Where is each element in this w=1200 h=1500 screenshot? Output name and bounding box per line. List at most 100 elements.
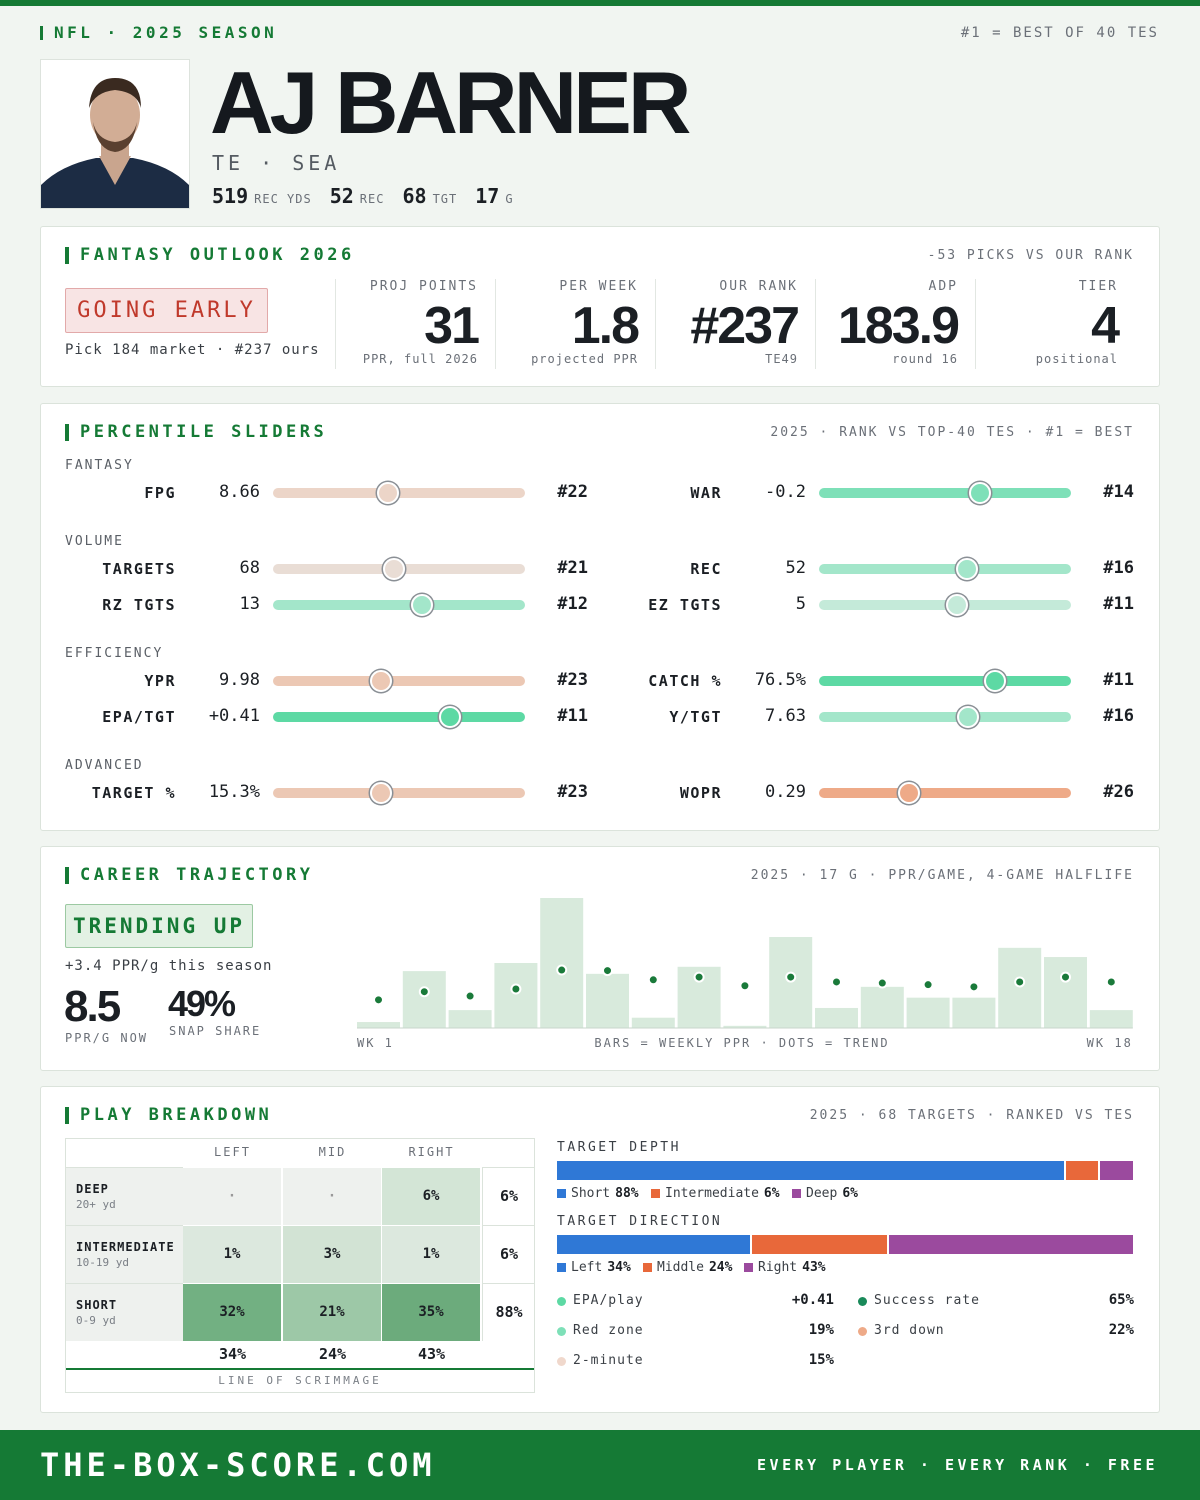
col-total: 43% [417,1345,446,1363]
legend-swatch [643,1263,652,1272]
stat-label: REC YDS [254,192,312,206]
legend-swatch [792,1189,801,1198]
legend-swatch [744,1263,753,1272]
section-note: 2025 · 17 G · PPR/GAME, 4-GAME HALFLIFE [750,868,1134,883]
slider-label: REC [690,560,722,578]
legend-name: Middle [657,1260,704,1275]
snap-share: 49% [168,983,236,1024]
row-sub: 0-9 yd [76,1314,116,1327]
trend-dot [1060,971,1071,983]
accent [65,424,69,441]
stat-value: +0.41 [791,1292,834,1308]
slider-label: YPR [144,672,176,690]
bar-segment [751,1235,887,1254]
slider-thumb [438,706,461,728]
slider-rank: #12 [557,594,588,614]
stat-label: EPA/play [573,1293,644,1308]
slider-label: WOPR [679,784,722,802]
row-total: 6% [482,1225,535,1283]
legend-item: Middle 24% [643,1260,732,1275]
bar [952,997,996,1028]
slider-value: -0.2 [765,482,806,502]
slider-track [273,788,525,798]
percentile-card [40,403,1160,831]
metric-label: OUR RANK [719,279,798,294]
divider [975,279,976,369]
site: THE-BOX-SCORE.COM [40,1446,436,1484]
slider-label: EZ TGTS [648,596,722,614]
legend-name: Left [571,1260,603,1275]
slider-value: 52 [785,558,806,578]
top-strip [0,0,1200,6]
slider-rank: #16 [1103,706,1134,726]
trend-dot [510,983,522,995]
trend-dot [785,971,797,983]
player-name: AJ BARNER [210,53,691,152]
league: NFL · 2025 SEASON [54,23,278,42]
player-position: TE · SEA [212,151,341,175]
trend-dot [373,994,384,1006]
stat-value: 22% [1108,1322,1134,1338]
slider-track [819,676,1071,686]
row-label: INTERMEDIATE [76,1240,175,1254]
slider-label: TARGETS [102,560,176,578]
badge: GOING EARLY [65,288,268,333]
bar-segment [1100,1161,1133,1180]
row-sub: 10-19 yd [76,1256,129,1269]
trend-dot [739,980,751,992]
slider-thumb [410,594,433,616]
accent [65,867,69,884]
cell: 3% [283,1225,382,1283]
slider-thumb [376,482,399,504]
trend-dot [876,977,888,989]
row-total: 88% [482,1283,535,1341]
stat-label: Success rate [874,1293,980,1308]
legend-name: Right [758,1260,798,1275]
trend-dot [1014,976,1026,988]
trend-dot [602,965,613,977]
slider-track [819,488,1071,498]
badge-note: Pick 184 market · #237 ours [65,342,320,358]
photo-art [41,60,189,208]
legend-value: 6% [842,1186,858,1201]
stat-label: G [505,192,514,206]
row-label: DEEP [76,1182,109,1196]
stat-label: 3rd down [874,1323,945,1338]
legend-name: Short [571,1186,611,1201]
legend-item: Left 34% [557,1260,631,1275]
col-header: LEFT [214,1145,251,1159]
bar [860,986,904,1028]
bar [906,997,950,1028]
slider-label: TARGET % [91,784,176,802]
legend-swatch [557,1189,566,1198]
table-footer: LINE OF SCRIMMAGE [218,1374,382,1387]
group-label: ADVANCED [65,758,144,773]
bar-title: TARGET DEPTH [557,1140,681,1155]
metric-value: 4 [1091,297,1120,355]
slider-rank: #21 [557,558,588,578]
metric-value: 183.9 [837,297,960,355]
bar-segment [557,1161,1064,1180]
slider-track [273,712,525,722]
trend-change: +3.4 PPR/g this season [65,958,273,974]
stat-value: 19% [808,1322,834,1338]
legend-value: 24% [708,1260,733,1275]
trend-dot [922,979,934,991]
stat-label: 2-minute [573,1353,644,1368]
divider [655,279,656,369]
bar [494,963,538,1028]
x-label: WK 18 [1087,1036,1133,1050]
slider-thumb [370,670,393,692]
metric-label: PER WEEK [559,279,638,294]
slider-label: EPA/TGT [102,708,176,726]
metric-value: #237 [690,297,800,355]
header-note: #1 = BEST OF 40 TES [960,25,1159,41]
row-sub: 20+ yd [76,1198,116,1211]
col-header: MID [318,1145,347,1159]
cell: · [283,1167,382,1225]
slider-rank: #23 [557,670,588,690]
metric-sub: PPR, full 2026 [362,352,478,366]
row-header-bg [66,1283,183,1341]
bar-segment [557,1235,750,1254]
zone-table: LEFT MID RIGHT DEEP 20+ yd · · 6% 6% INTERMEDIATE… [65,1138,535,1393]
